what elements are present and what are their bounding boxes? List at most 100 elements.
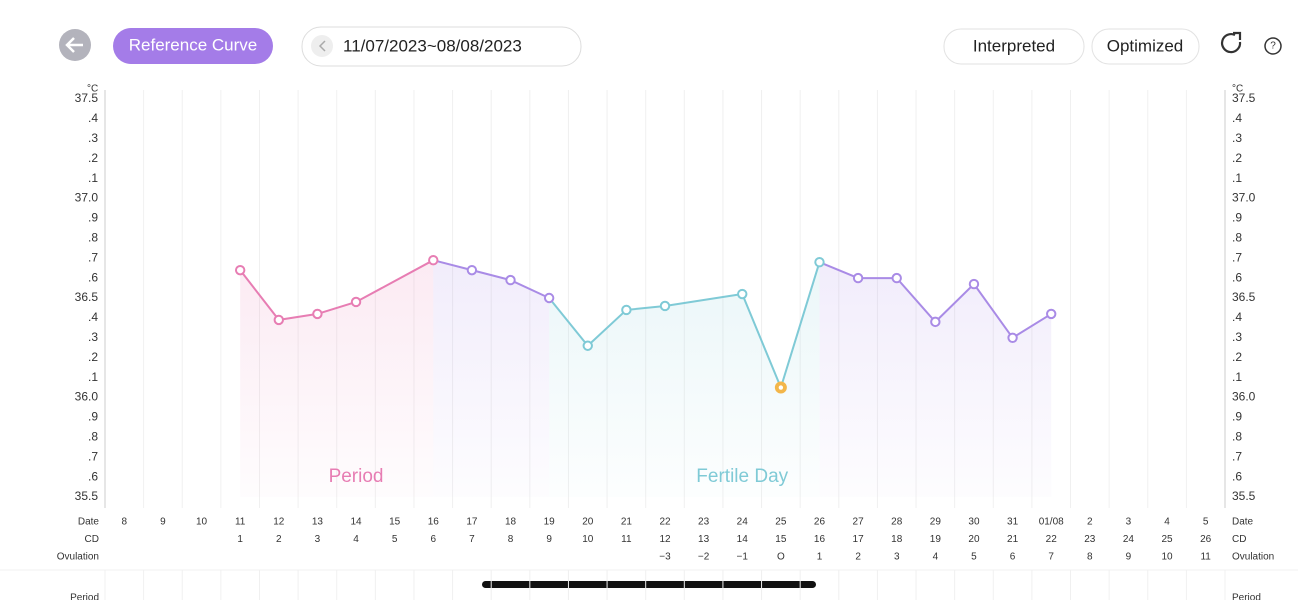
ovulation-label: −3 xyxy=(659,552,671,563)
date-label: 10 xyxy=(196,517,208,528)
ovulation-label: 11 xyxy=(1200,552,1211,563)
y2-tick-label: 36.5 xyxy=(1232,290,1256,304)
point xyxy=(543,292,555,304)
y-tick-label: .4 xyxy=(88,111,98,125)
date-label: 01/08 xyxy=(1039,517,1064,528)
cd-label: 16 xyxy=(814,534,826,545)
cd-label: 18 xyxy=(891,534,903,545)
cd-label: 23 xyxy=(1084,534,1096,545)
optimized-button[interactable] xyxy=(1091,28,1200,65)
row-label-right: Ovulation xyxy=(1232,552,1274,563)
cd-label: 17 xyxy=(853,534,865,545)
connector xyxy=(819,261,859,280)
date-label: 17 xyxy=(466,517,478,528)
range-icon xyxy=(311,35,333,57)
point xyxy=(737,288,748,300)
cd-label: 11 xyxy=(621,534,632,545)
phase-label: Period xyxy=(329,466,384,487)
y2-tick-label: .7 xyxy=(1232,250,1242,264)
back-icon xyxy=(65,37,83,53)
y-tick-label: 37.0 xyxy=(75,191,99,205)
cd-label: 6 xyxy=(430,534,436,545)
date-label: 22 xyxy=(659,517,671,528)
date-label: 19 xyxy=(544,517,556,528)
ovulation-label: −1 xyxy=(737,552,749,563)
date-label: 11 xyxy=(235,517,246,528)
point xyxy=(582,340,593,351)
area xyxy=(819,262,1052,497)
date-label: 20 xyxy=(582,517,594,528)
y2-tick-label: .8 xyxy=(1232,230,1242,244)
point xyxy=(466,264,478,276)
point xyxy=(659,300,671,312)
y2-tick-label: .1 xyxy=(1232,370,1242,384)
cd-label: 5 xyxy=(392,534,398,545)
help-icon[interactable] xyxy=(1264,37,1282,55)
y2-tick-label: .7 xyxy=(1232,449,1242,463)
date-label: 16 xyxy=(428,517,440,528)
date-range: 11/07/2023~08/08/2023 xyxy=(343,36,522,55)
cd-label: 10 xyxy=(582,534,594,545)
cd-label: 7 xyxy=(469,534,475,545)
date-label: 5 xyxy=(1203,517,1209,528)
ovulation-label: 1 xyxy=(817,552,823,563)
cd-label: 4 xyxy=(353,534,359,545)
y-tick-label: .3 xyxy=(88,131,98,145)
reference-button[interactable] xyxy=(113,28,273,64)
y-tick-label: .6 xyxy=(88,469,98,483)
date-label: 12 xyxy=(273,517,285,528)
cd-label: 21 xyxy=(1007,534,1019,545)
optimized-label: Optimized xyxy=(1107,36,1184,55)
point xyxy=(1046,308,1057,320)
point xyxy=(312,308,323,320)
ovulation-label: −2 xyxy=(698,552,710,563)
y2-tick-label: 35.5 xyxy=(1232,489,1256,503)
cd-label: 2 xyxy=(276,534,282,545)
point xyxy=(350,296,362,308)
refresh-icon[interactable] xyxy=(1221,31,1242,54)
y-tick-label: .8 xyxy=(88,230,98,244)
connector xyxy=(548,297,589,347)
line xyxy=(587,261,821,391)
point xyxy=(891,272,902,284)
y2-tick-label: .3 xyxy=(1232,131,1242,145)
date-label: 24 xyxy=(737,517,749,528)
date-label: 15 xyxy=(389,517,401,528)
ovulation-label: 8 xyxy=(1087,552,1093,563)
ovulation-center xyxy=(778,385,784,390)
date-range-box[interactable] xyxy=(301,26,582,67)
date-label: 27 xyxy=(853,517,865,528)
y2-tick-label: .2 xyxy=(1232,151,1242,165)
point xyxy=(234,264,246,276)
area xyxy=(549,262,820,497)
y2-tick-label: .8 xyxy=(1232,429,1242,443)
cd-label: 3 xyxy=(315,534,321,545)
line xyxy=(858,277,1052,340)
date-label: 18 xyxy=(505,517,517,528)
cd-label: 14 xyxy=(737,534,749,545)
cd-label: 22 xyxy=(1046,534,1058,545)
date-label: 21 xyxy=(621,517,633,528)
reference-label: Reference Curve xyxy=(129,35,258,54)
ovulation-label: 7 xyxy=(1048,552,1054,563)
cd-label: 8 xyxy=(508,534,514,545)
bottom-row-label-right: Period xyxy=(1232,593,1261,600)
ovulation-label: 3 xyxy=(894,552,900,563)
interpreted-button[interactable] xyxy=(943,28,1085,65)
ovulation-label: 9 xyxy=(1126,552,1132,563)
y2-tick-label: .4 xyxy=(1232,310,1242,324)
point xyxy=(930,316,941,328)
y2-tick-label: .4 xyxy=(1232,111,1242,125)
cd-label: 15 xyxy=(775,534,787,545)
date-label: 3 xyxy=(1126,517,1132,528)
date-label: 2 xyxy=(1087,517,1093,528)
ovulation-label: O xyxy=(777,552,785,563)
date-label: 9 xyxy=(160,517,166,528)
ovulation-label: 10 xyxy=(1162,552,1174,563)
date-label: 25 xyxy=(775,517,787,528)
y-tick-label: .8 xyxy=(88,429,98,443)
date-label: 23 xyxy=(698,517,710,528)
cd-label: 1 xyxy=(237,534,243,545)
unit-right: °C xyxy=(1232,84,1243,95)
